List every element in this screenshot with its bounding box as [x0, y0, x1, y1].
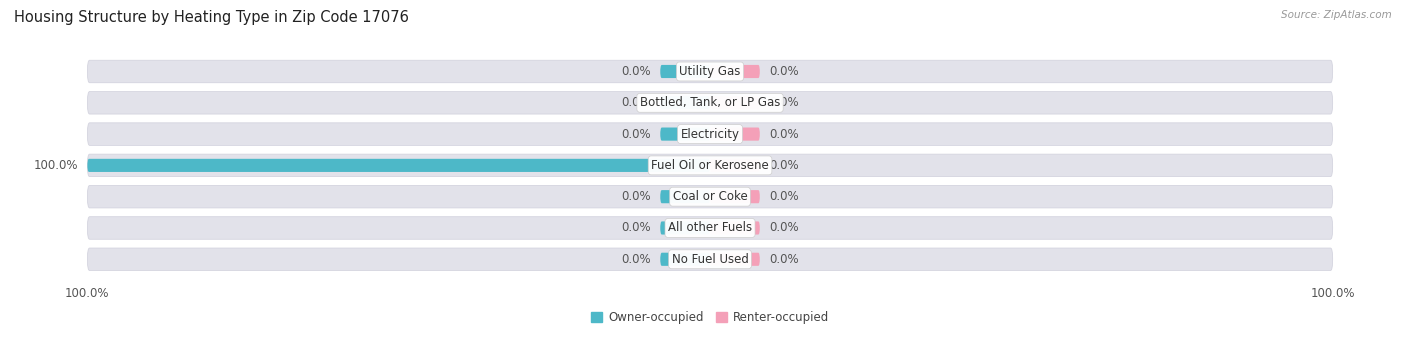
Text: Source: ZipAtlas.com: Source: ZipAtlas.com [1281, 10, 1392, 20]
FancyBboxPatch shape [661, 128, 710, 140]
FancyBboxPatch shape [661, 96, 710, 109]
Text: 0.0%: 0.0% [769, 128, 799, 140]
FancyBboxPatch shape [87, 217, 1333, 239]
FancyBboxPatch shape [710, 253, 759, 266]
Text: Bottled, Tank, or LP Gas: Bottled, Tank, or LP Gas [640, 96, 780, 109]
Text: 0.0%: 0.0% [621, 96, 651, 109]
Text: 0.0%: 0.0% [621, 222, 651, 235]
FancyBboxPatch shape [710, 65, 759, 78]
FancyBboxPatch shape [87, 123, 1333, 145]
FancyBboxPatch shape [87, 159, 710, 172]
Text: 0.0%: 0.0% [769, 96, 799, 109]
Text: 0.0%: 0.0% [769, 222, 799, 235]
Text: 0.0%: 0.0% [769, 190, 799, 203]
Text: Fuel Oil or Kerosene: Fuel Oil or Kerosene [651, 159, 769, 172]
Text: 100.0%: 100.0% [34, 159, 77, 172]
Text: 0.0%: 0.0% [621, 253, 651, 266]
Text: 0.0%: 0.0% [621, 190, 651, 203]
Text: Utility Gas: Utility Gas [679, 65, 741, 78]
Legend: Owner-occupied, Renter-occupied: Owner-occupied, Renter-occupied [591, 311, 830, 324]
Text: No Fuel Used: No Fuel Used [672, 253, 748, 266]
FancyBboxPatch shape [87, 154, 1333, 177]
FancyBboxPatch shape [87, 60, 1333, 83]
FancyBboxPatch shape [710, 221, 759, 235]
Text: 0.0%: 0.0% [769, 65, 799, 78]
FancyBboxPatch shape [87, 248, 1333, 270]
FancyBboxPatch shape [661, 190, 710, 203]
Text: All other Fuels: All other Fuels [668, 222, 752, 235]
Text: 0.0%: 0.0% [621, 128, 651, 140]
Text: 0.0%: 0.0% [769, 159, 799, 172]
FancyBboxPatch shape [87, 186, 1333, 208]
FancyBboxPatch shape [710, 128, 759, 140]
FancyBboxPatch shape [87, 91, 1333, 114]
Text: Coal or Coke: Coal or Coke [672, 190, 748, 203]
Text: 0.0%: 0.0% [621, 65, 651, 78]
FancyBboxPatch shape [661, 221, 710, 235]
FancyBboxPatch shape [710, 159, 759, 172]
FancyBboxPatch shape [710, 190, 759, 203]
FancyBboxPatch shape [661, 253, 710, 266]
Text: Electricity: Electricity [681, 128, 740, 140]
Text: Housing Structure by Heating Type in Zip Code 17076: Housing Structure by Heating Type in Zip… [14, 10, 409, 25]
Text: 0.0%: 0.0% [769, 253, 799, 266]
FancyBboxPatch shape [661, 65, 710, 78]
FancyBboxPatch shape [710, 96, 759, 109]
